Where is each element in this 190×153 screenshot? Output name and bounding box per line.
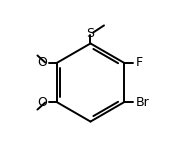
Text: F: F	[136, 56, 143, 69]
Text: Br: Br	[135, 95, 149, 108]
Text: O: O	[37, 95, 47, 108]
Text: S: S	[86, 27, 94, 40]
Text: O: O	[37, 56, 47, 69]
